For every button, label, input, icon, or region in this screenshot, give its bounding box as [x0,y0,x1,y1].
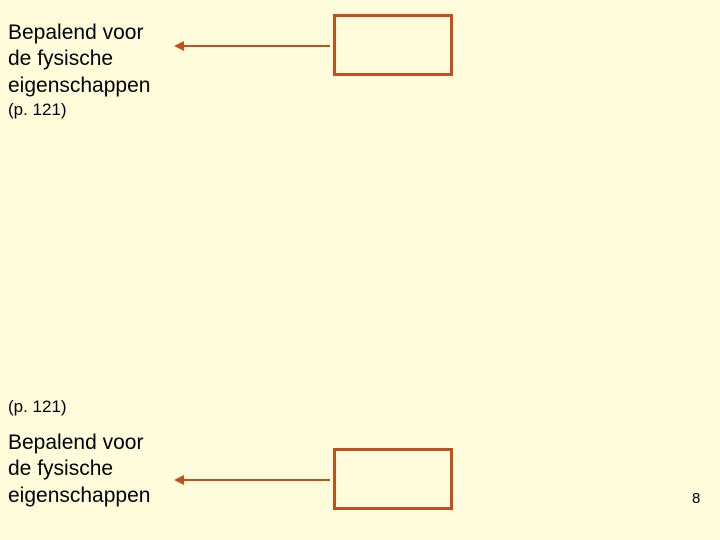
bottom-text-line2: de fysische [8,457,113,480]
bottom-text-block: Bepalend voor de fysische eigenschappen [8,430,150,509]
bottom-box [333,448,453,510]
top-text-line1: Bepalend voor [8,21,143,44]
slide-number: 8 [692,490,700,507]
bottom-text-line1: Bepalend voor [8,431,143,454]
top-page-ref: (p. 121) [8,100,67,120]
bottom-arrow [162,468,342,492]
top-text-block: Bepalend voor de fysische eigenschappen [8,20,150,99]
top-text-line2: de fysische [8,47,113,70]
bottom-text-line3: eigenschappen [8,484,150,507]
top-box [333,14,453,76]
top-arrow [162,34,342,58]
bottom-page-ref: (p. 121) [8,397,67,417]
top-text-line3: eigenschappen [8,74,150,97]
